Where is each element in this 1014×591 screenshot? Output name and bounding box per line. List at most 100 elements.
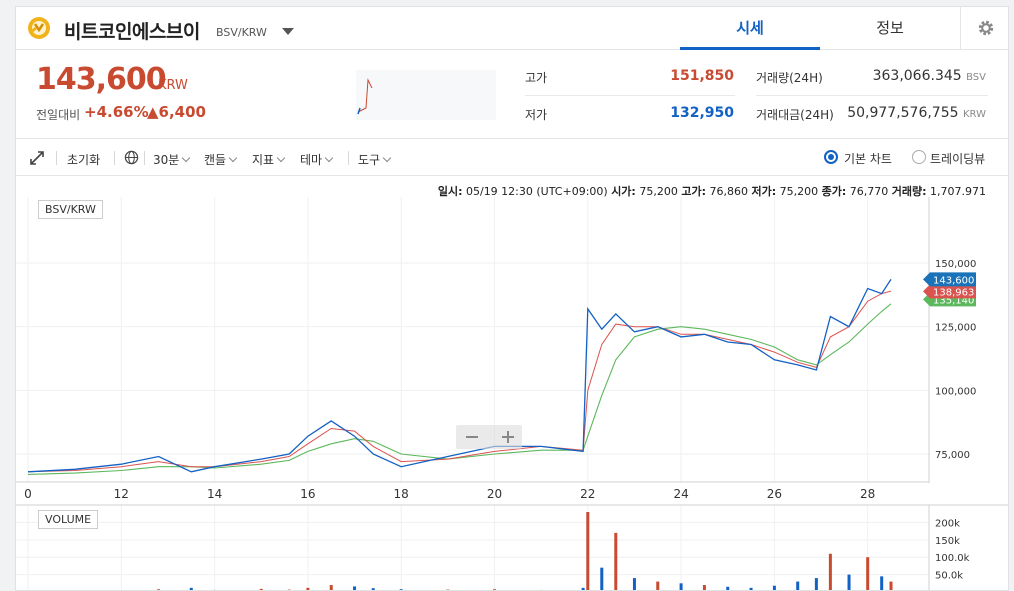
tools-label: 도구 (358, 153, 381, 167)
trading-view-radio[interactable] (912, 150, 926, 164)
volume-bar (772, 585, 776, 590)
ohlc-legend: 일시: 05/19 12:30 (UTC+09:00) 시가: 75,200 고… (438, 183, 986, 199)
volume-bar (329, 585, 333, 590)
volume-bar (866, 557, 870, 590)
amount-unit: KRW (963, 109, 986, 120)
y-tick-label: 125,000 (935, 323, 976, 334)
chart-toolbar: 초기화 30분 캔들 지표 테마 도구 기본 차트 트레이딩뷰 (16, 140, 1008, 176)
chevron-down-icon (382, 153, 392, 163)
coin-logo-icon (28, 17, 50, 39)
ma-short-price-tag: 138,963 (923, 284, 976, 299)
amount-label: 거래대금(24H) (756, 108, 834, 122)
pair-dropdown-icon[interactable] (282, 28, 294, 35)
price-summary: 143,600 KRW 전일대비 +4.66% ▲6,400 고가 151,85… (16, 50, 1008, 139)
x-tick-label: 22 (580, 487, 595, 501)
volume-bar (306, 587, 310, 590)
price-unit: KRW (158, 78, 188, 93)
change-amount: ▲6,400 (147, 103, 206, 121)
tools-select[interactable]: 도구 (358, 151, 392, 168)
high-label: 고가 (525, 71, 548, 85)
ohlc-low-label: 저가: (751, 185, 777, 198)
theme-label: 테마 (300, 153, 323, 167)
volume-bar (600, 567, 604, 590)
basic-chart-radio[interactable] (824, 150, 838, 164)
ma-short-price-tag-shape (923, 284, 976, 299)
low-label: 저가 (525, 108, 548, 122)
volume-bar (702, 585, 706, 590)
low-value: 132,950 (670, 105, 734, 121)
ma-long-price-tag-text: 135,140 (933, 295, 974, 306)
settings-button[interactable] (960, 7, 1008, 50)
price-series-line-0 (27, 278, 892, 473)
amount-number: 50,977,576,755 (847, 105, 959, 121)
change-rate: +4.66% (84, 103, 149, 121)
volume-bar (399, 589, 403, 590)
volume-bar (749, 587, 753, 590)
app-frame: 비트코인에스브이 BSV/KRW 시세 정보 143,600 KRW 전일대비 … (15, 6, 1009, 591)
ohlc-high-label: 고가: (681, 185, 706, 198)
zoom-controls (456, 425, 522, 449)
x-tick-label: 26 (767, 487, 782, 501)
interval-select[interactable]: 30분 (153, 151, 191, 168)
volume-bar (632, 578, 636, 590)
divider (348, 151, 349, 165)
divider (56, 151, 57, 165)
y-tick-label: 100,000 (935, 386, 976, 397)
divider (525, 95, 735, 96)
open-label: 시가: (611, 185, 636, 198)
chevron-down-icon (182, 153, 191, 163)
last-price-tag-shape (923, 272, 976, 287)
volume-bar (189, 587, 193, 590)
reset-button[interactable]: 초기화 (67, 153, 101, 167)
ohlc-volume-label: 거래량: (891, 185, 927, 198)
x-tick-label: 12 (114, 487, 129, 501)
volume-bar (157, 589, 161, 590)
volume-grid (16, 504, 929, 590)
chart-title-tag: BSV/KRW (38, 200, 103, 219)
ma-short-price-tag-text: 138,963 (933, 287, 974, 298)
high-value: 151,850 (670, 68, 734, 84)
indicator-select[interactable]: 지표 (252, 151, 286, 168)
expand-icon[interactable] (30, 151, 44, 165)
candle-select[interactable]: 캔들 (204, 151, 238, 168)
current-price: 143,600 (36, 62, 167, 97)
indicator-label: 지표 (252, 153, 275, 167)
price-chart[interactable]: 0 12 14 16 18 20 22 24 26 28 150,000 125,000 100,000… (16, 197, 1009, 591)
last-price-tag-text: 143,600 (933, 275, 974, 286)
x-axis-band (16, 483, 1008, 505)
mini-chart (356, 70, 496, 120)
volume-bar (446, 589, 450, 590)
vol-y-tick-label: 150k (935, 536, 960, 547)
interval-label: 30분 (153, 153, 180, 167)
ohlc-low-value: 75,200 (779, 185, 819, 198)
volume-bar (679, 583, 683, 590)
tab-quote[interactable]: 시세 (680, 7, 820, 50)
volume-bar (614, 532, 618, 590)
x-tick-label: 28 (860, 487, 875, 501)
globe-icon[interactable] (124, 150, 139, 165)
divider (114, 151, 115, 165)
volume-bar (581, 587, 585, 590)
last-price-tag: 143,600 (923, 272, 976, 287)
chevron-down-icon (228, 153, 238, 163)
tab-info[interactable]: 정보 (876, 19, 904, 37)
volume-title-tag: VOLUME (38, 510, 99, 529)
price-series (27, 278, 892, 475)
volume-bar (539, 589, 543, 590)
close-label: 종가: (821, 185, 847, 198)
coin-name: 비트코인에스브이 (64, 21, 200, 43)
volume-bars (157, 512, 893, 590)
x-tick-label: 18 (394, 487, 409, 501)
theme-select[interactable]: 테마 (300, 151, 334, 168)
volume-bar (828, 553, 832, 590)
x-tick-label: 0 (24, 487, 32, 501)
header: 비트코인에스브이 BSV/KRW 시세 정보 (16, 7, 1008, 50)
y-tick-label: 150,000 (935, 259, 976, 270)
price-series-line-2 (27, 303, 892, 475)
x-tick-label: 20 (487, 487, 502, 501)
open-value: 75,200 (639, 185, 678, 198)
zoom-in-icon[interactable] (500, 429, 516, 445)
gear-icon (978, 20, 994, 36)
zoom-out-icon[interactable] (464, 429, 480, 445)
volume-bar (889, 581, 893, 590)
